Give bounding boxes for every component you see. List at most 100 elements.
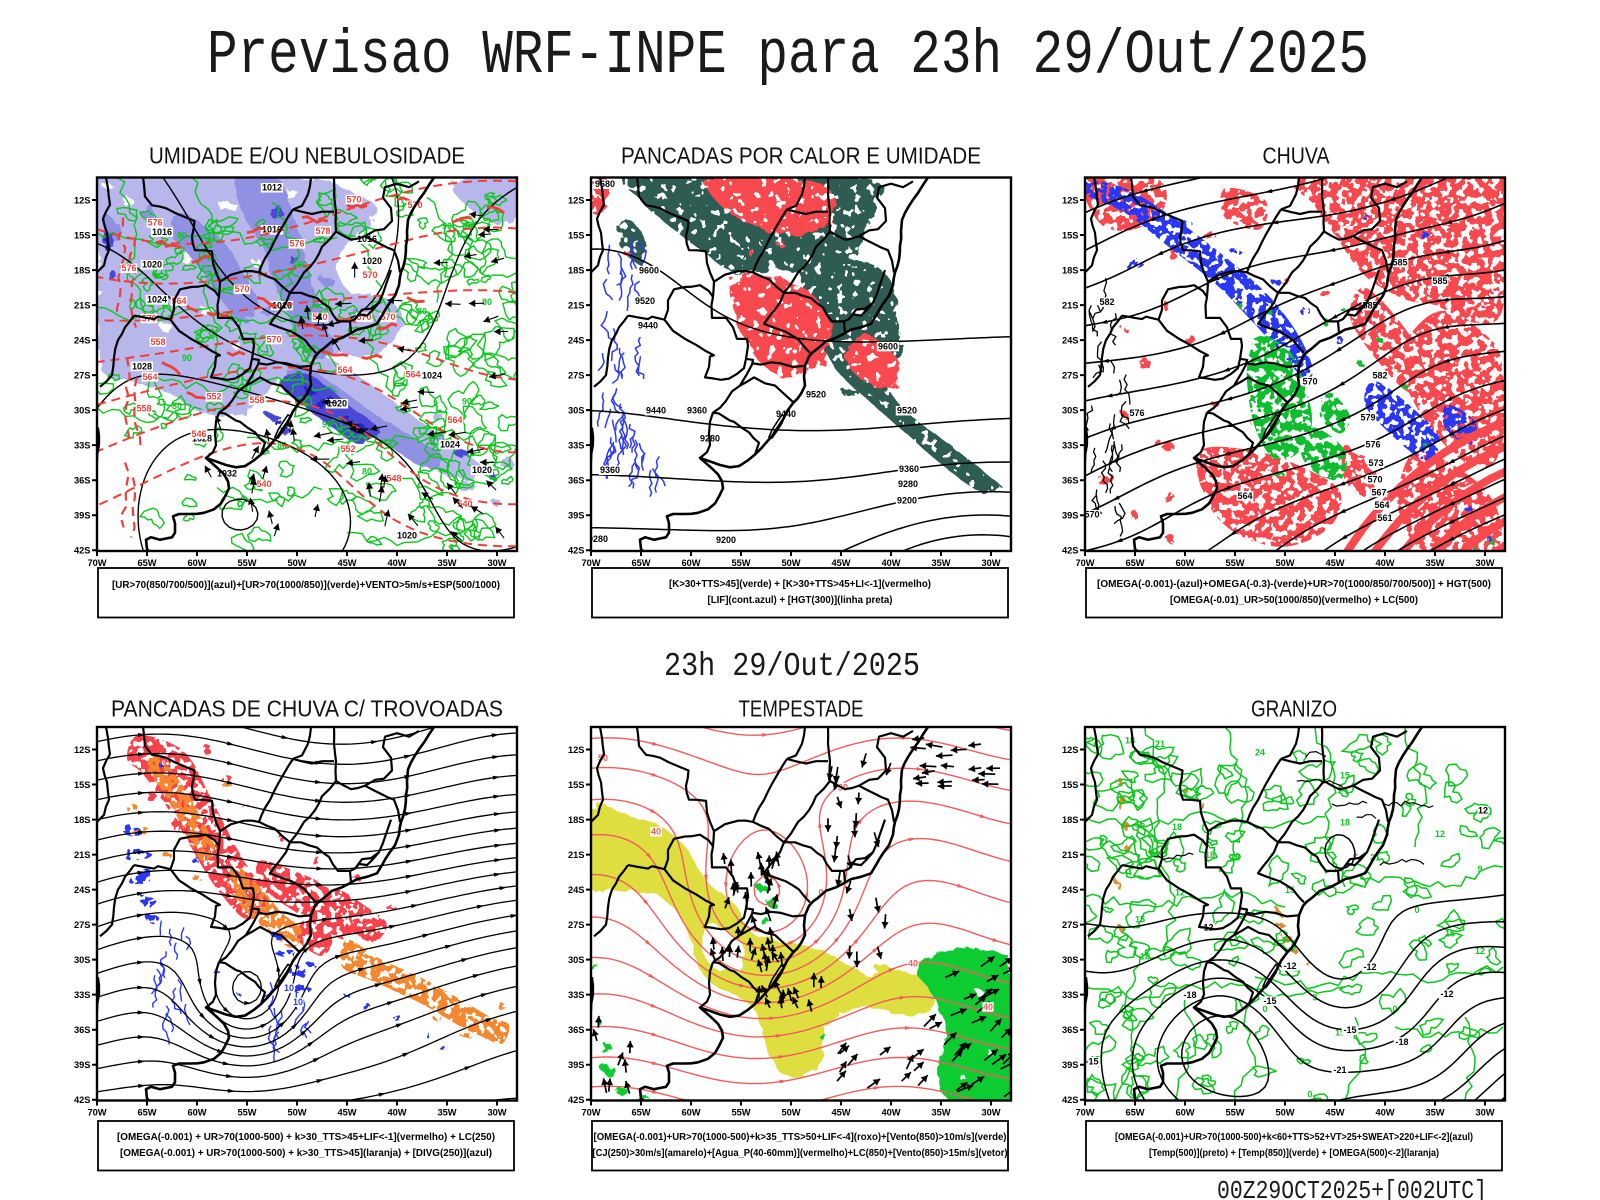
svg-text:12: 12: [1475, 946, 1485, 956]
svg-text:24: 24: [1255, 747, 1265, 757]
svg-text:90: 90: [297, 260, 307, 270]
svg-text:-12: -12: [1363, 962, 1376, 972]
svg-text:-15: -15: [1263, 996, 1276, 1006]
svg-text:552: 552: [340, 444, 355, 454]
svg-text:40: 40: [908, 959, 918, 969]
svg-text:80: 80: [362, 466, 372, 476]
svg-text:9280: 9280: [588, 534, 608, 544]
svg-text:570: 570: [1367, 475, 1382, 485]
svg-text:[OMEGA(-0.001) + UR>70(1000-50: [OMEGA(-0.001) + UR>70(1000-500) + k>30_…: [117, 1132, 495, 1143]
svg-text:9360: 9360: [899, 464, 919, 474]
svg-text:TEMPESTADE: TEMPESTADE: [739, 696, 864, 722]
svg-text:570: 570: [234, 284, 249, 294]
svg-text:12: 12: [1478, 806, 1488, 816]
svg-text:585: 585: [1392, 257, 1407, 267]
svg-text:564: 564: [1237, 491, 1252, 501]
svg-text:9520: 9520: [897, 406, 917, 416]
svg-text:[Temp(500)](preto) + [Temp(850: [Temp(500)](preto) + [Temp(850)](verde) …: [1149, 1148, 1439, 1159]
svg-text:0: 0: [1307, 1089, 1312, 1099]
svg-text:570: 570: [362, 270, 377, 280]
svg-text:UMIDADE E/OU NEBULOSIDADE: UMIDADE E/OU NEBULOSIDADE: [149, 143, 465, 169]
svg-text:540: 540: [457, 499, 472, 509]
svg-text:90: 90: [322, 420, 332, 430]
svg-text:[OMEGA(-0.001)+UR>70(1000-500): [OMEGA(-0.001)+UR>70(1000-500)+k<60+TTS>…: [1115, 1132, 1473, 1143]
svg-text:-18: -18: [1183, 990, 1196, 1000]
svg-text:[OMEGA(-0.001)+UR>70(1000-500): [OMEGA(-0.001)+UR>70(1000-500)+k>35_TTS>…: [594, 1132, 1007, 1143]
svg-text:-15: -15: [1343, 1025, 1356, 1035]
svg-text:570: 570: [266, 334, 281, 344]
svg-text:15: 15: [1335, 1028, 1345, 1038]
svg-text:564: 564: [142, 372, 157, 382]
svg-text:570: 570: [1302, 376, 1317, 386]
svg-text:80: 80: [172, 401, 182, 411]
svg-text:15: 15: [1135, 820, 1145, 830]
svg-text:10: 10: [284, 983, 294, 993]
svg-text:0: 0: [1392, 1004, 1397, 1014]
svg-text:[K>30+TTS>45](verde) + [K>30+T: [K>30+TTS>45](verde) + [K>30+TTS>45+LI<-…: [669, 579, 931, 590]
svg-text:570: 570: [380, 312, 395, 322]
svg-text:15: 15: [1135, 914, 1145, 924]
svg-text:576: 576: [121, 263, 136, 273]
svg-text:1020: 1020: [472, 465, 492, 475]
svg-text:PANCADAS DE CHUVA C/ TROVOADAS: PANCADAS DE CHUVA C/ TROVOADAS: [111, 696, 503, 722]
svg-text:558: 558: [150, 337, 165, 347]
svg-text:[OMEGA(-0.001)-(azul)+OMEGA(-0: [OMEGA(-0.001)-(azul)+OMEGA(-0.3)-(verde…: [1097, 579, 1491, 590]
svg-text:576: 576: [147, 218, 162, 228]
svg-text:1024: 1024: [422, 371, 442, 381]
svg-text:00Z29OCT2025+[002UTC]: 00Z29OCT2025+[002UTC]: [1217, 1176, 1487, 1200]
svg-text:9520: 9520: [806, 389, 826, 399]
svg-text:-12: -12: [1283, 961, 1296, 971]
svg-text:-21: -21: [1333, 1065, 1346, 1075]
svg-text:564: 564: [447, 415, 462, 425]
svg-text:1012: 1012: [262, 183, 282, 193]
svg-text:18: 18: [1205, 850, 1215, 860]
svg-text:[LIF](cont.azul) + [HGT(300)](: [LIF](cont.azul) + [HGT(300)](linha pret…: [708, 595, 893, 606]
svg-text:18: 18: [1172, 822, 1182, 832]
svg-text:9680: 9680: [595, 179, 615, 189]
svg-text:570: 570: [1084, 510, 1099, 520]
svg-text:1020: 1020: [327, 399, 347, 409]
svg-text:579: 579: [1360, 413, 1375, 423]
svg-text:[CJ(250)>30m/s](amarelo)+[Agua: [CJ(250)>30m/s](amarelo)+[Agua_P(40-60mm…: [593, 1148, 1008, 1159]
svg-text:1020: 1020: [142, 260, 162, 270]
svg-text:9440: 9440: [646, 406, 666, 416]
svg-text:-15: -15: [1085, 1057, 1098, 1067]
svg-text:-12: -12: [1440, 989, 1453, 999]
svg-text:1016: 1016: [272, 301, 292, 311]
svg-text:1024: 1024: [440, 440, 460, 450]
svg-text:564: 564: [337, 365, 352, 375]
svg-text:564: 564: [171, 296, 186, 306]
svg-text:564: 564: [1374, 500, 1389, 510]
svg-text:1020: 1020: [362, 256, 382, 266]
svg-text:570: 570: [356, 312, 371, 322]
svg-text:567: 567: [1371, 487, 1386, 497]
svg-text:9200: 9200: [897, 496, 917, 506]
svg-text:576: 576: [1365, 440, 1380, 450]
svg-text:21: 21: [1155, 739, 1165, 749]
svg-text:558: 558: [249, 395, 264, 405]
svg-text:9360: 9360: [687, 406, 707, 416]
svg-text:548: 548: [386, 473, 401, 483]
svg-text:18: 18: [1125, 736, 1135, 746]
svg-text:546: 546: [191, 429, 206, 439]
svg-text:576: 576: [289, 239, 304, 249]
svg-text:1028: 1028: [132, 361, 152, 371]
svg-text:80: 80: [417, 306, 427, 316]
svg-text:21: 21: [1150, 849, 1160, 859]
svg-text:582: 582: [1372, 371, 1387, 381]
svg-text:-18: -18: [1395, 1037, 1408, 1047]
svg-text:18: 18: [1230, 852, 1240, 862]
svg-text:576: 576: [1129, 408, 1144, 418]
svg-text:9280: 9280: [898, 479, 918, 489]
svg-text:90: 90: [462, 396, 472, 406]
svg-text:0: 0: [818, 887, 823, 897]
svg-text:40: 40: [651, 827, 661, 837]
svg-text:40: 40: [983, 1002, 993, 1012]
svg-text:90: 90: [442, 221, 452, 231]
svg-text:9600: 9600: [639, 266, 659, 276]
svg-text:18: 18: [1140, 952, 1150, 962]
svg-text:1016: 1016: [262, 225, 282, 235]
svg-text:15: 15: [1285, 885, 1295, 895]
svg-text:50: 50: [598, 753, 608, 763]
svg-text:23h 29/Out/2025: 23h 29/Out/2025: [664, 648, 920, 685]
